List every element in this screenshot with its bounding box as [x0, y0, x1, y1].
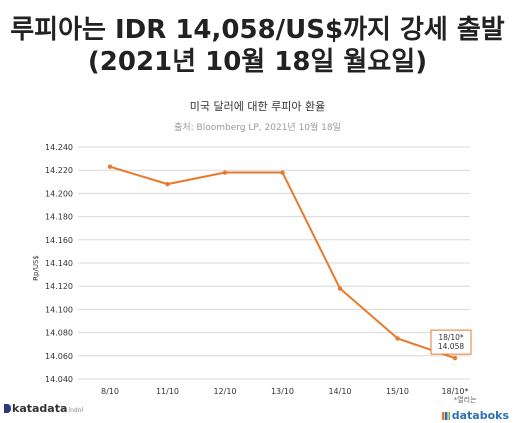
databoks-brand: databoks [451, 409, 509, 422]
y-axis-label: Rp/US$ [32, 255, 40, 281]
data-point [452, 355, 458, 361]
series-line [109, 165, 456, 360]
y-tick-label: 14.120 [45, 282, 73, 291]
data-point [337, 286, 343, 291]
y-tick-label: 14.100 [45, 305, 73, 314]
katadata-brand: katadata [12, 402, 68, 415]
katadata-small: lndnl [68, 407, 84, 414]
data-point [222, 170, 228, 175]
headline-line-1: 루피아는 IDR 14,058/US$까지 강세 출발 [10, 15, 505, 45]
x-tick-label: 8/10 [101, 387, 119, 396]
databoks-logo: *열리는 databoks [441, 396, 509, 423]
y-tick-label: 14.140 [45, 259, 73, 268]
chart-subtitle: 미국 달러에 대한 루피아 환율 [189, 100, 326, 113]
y-tick-label: 14.200 [45, 189, 73, 198]
x-tick-label: 14/10 [328, 387, 351, 396]
x-tick-label: 12/10 [213, 387, 236, 396]
annotation-layer: 18/10*14.058 [430, 329, 472, 355]
x-tick-label: 15/10 [386, 387, 409, 396]
grid-layer [78, 146, 470, 380]
databoks-tag: *열리는 [453, 396, 477, 404]
data-point [165, 181, 170, 187]
x-tick-label: 13/10 [271, 387, 294, 396]
annotation-value: 14.058 [438, 342, 464, 351]
series-layer [107, 164, 458, 361]
annotation-box [430, 329, 472, 355]
chart-source: 출처: Bloomberg LP, 2021년 10월 18일 [174, 123, 341, 133]
x-tick-label: 18/10* [441, 387, 468, 396]
katadata-d-icon [4, 404, 11, 413]
y-tick-label: 14.160 [45, 236, 73, 245]
katadata-logo: katadatalndnl [4, 402, 83, 415]
y-tick-label: 14.080 [45, 329, 73, 338]
y-tick-label: 14.240 [45, 143, 73, 152]
annotation-label: 18/10* [438, 333, 464, 342]
y-tick-label: 14.180 [45, 213, 73, 222]
x-tick-labels: 8/10 11/10 12/10 13/10 14/10 15/10 18/10* [101, 387, 469, 396]
data-point [280, 170, 285, 175]
data-point [107, 164, 113, 169]
y-tick-labels: 14.240 14.220 14.200 14.180 14.160 14.140 14.1… [45, 143, 73, 384]
headline-line-2: (2021년 10월 18일 월요일) [87, 47, 428, 77]
data-point [395, 336, 400, 341]
databoks-bars-icon [441, 412, 450, 420]
x-tick-label: 11/10 [156, 387, 179, 396]
y-tick-label: 14.060 [45, 352, 73, 361]
y-tick-label: 14.040 [45, 375, 73, 384]
y-tick-label: 14.220 [45, 166, 73, 175]
